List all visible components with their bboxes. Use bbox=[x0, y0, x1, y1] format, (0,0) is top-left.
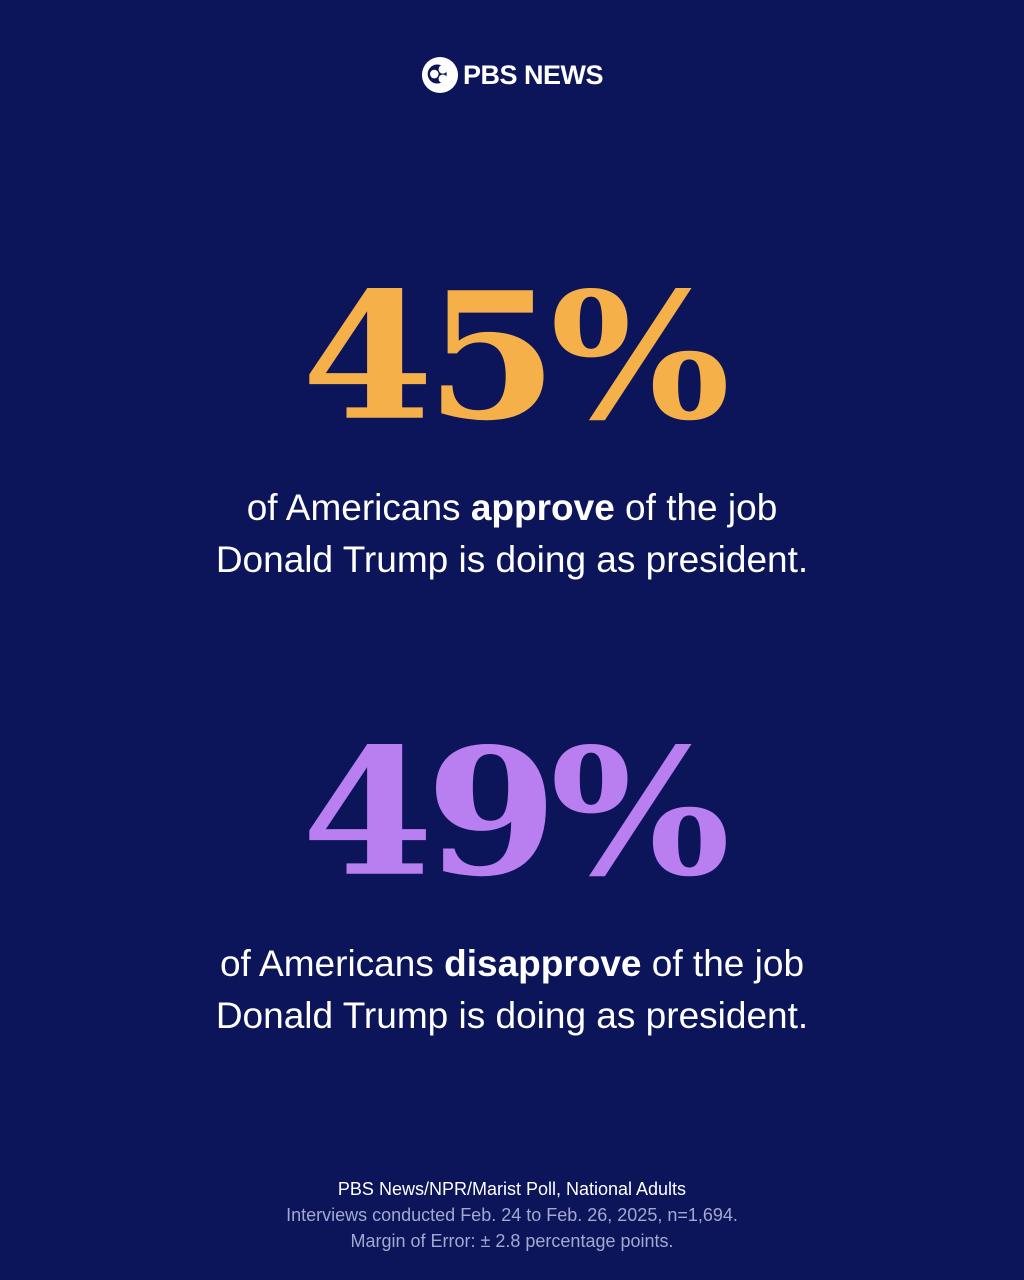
disapprove-text-after: of the job bbox=[641, 943, 805, 984]
source-margin: Margin of Error: ± 2.8 percentage points… bbox=[350, 1231, 674, 1251]
approve-caption: of Americans approve of the job Donald T… bbox=[0, 482, 1024, 586]
disapprove-percent: 49% bbox=[301, 709, 731, 916]
disapprove-caption: of Americans disapprove of the job Donal… bbox=[0, 938, 1024, 1042]
disapprove-emphasis: disapprove bbox=[444, 943, 642, 984]
source-poll: PBS News/NPR/Marist Poll, National Adult… bbox=[337, 1179, 687, 1199]
source-footer: PBS News/NPR/Marist Poll, National Adult… bbox=[0, 1176, 1024, 1254]
pbs-head-icon bbox=[421, 56, 459, 94]
disapprove-caption-line1: of Americans disapprove of the job bbox=[0, 938, 1024, 990]
approve-caption-line2: Donald Trump is doing as president. bbox=[215, 539, 809, 580]
brand-name: PBS NEWS bbox=[462, 59, 604, 90]
source-dates: Interviews conducted Feb. 24 to Feb. 26,… bbox=[286, 1205, 738, 1225]
disapprove-caption-line2: Donald Trump is doing as president. bbox=[215, 995, 809, 1036]
approve-caption-line1: of Americans approve of the job bbox=[0, 482, 1024, 534]
approve-text-after: of the job bbox=[614, 487, 778, 528]
disapprove-stat: 49% of Americans disapprove of the job D… bbox=[0, 718, 1024, 1042]
approve-percent: 45% bbox=[301, 253, 731, 460]
pbs-news-logo: PBS NEWS bbox=[0, 56, 1024, 94]
disapprove-text-before: of Americans bbox=[219, 943, 445, 984]
approve-text-before: of Americans bbox=[246, 487, 471, 528]
approve-stat: 45% of Americans approve of the job Dona… bbox=[0, 262, 1024, 586]
approve-emphasis: approve bbox=[470, 487, 615, 528]
